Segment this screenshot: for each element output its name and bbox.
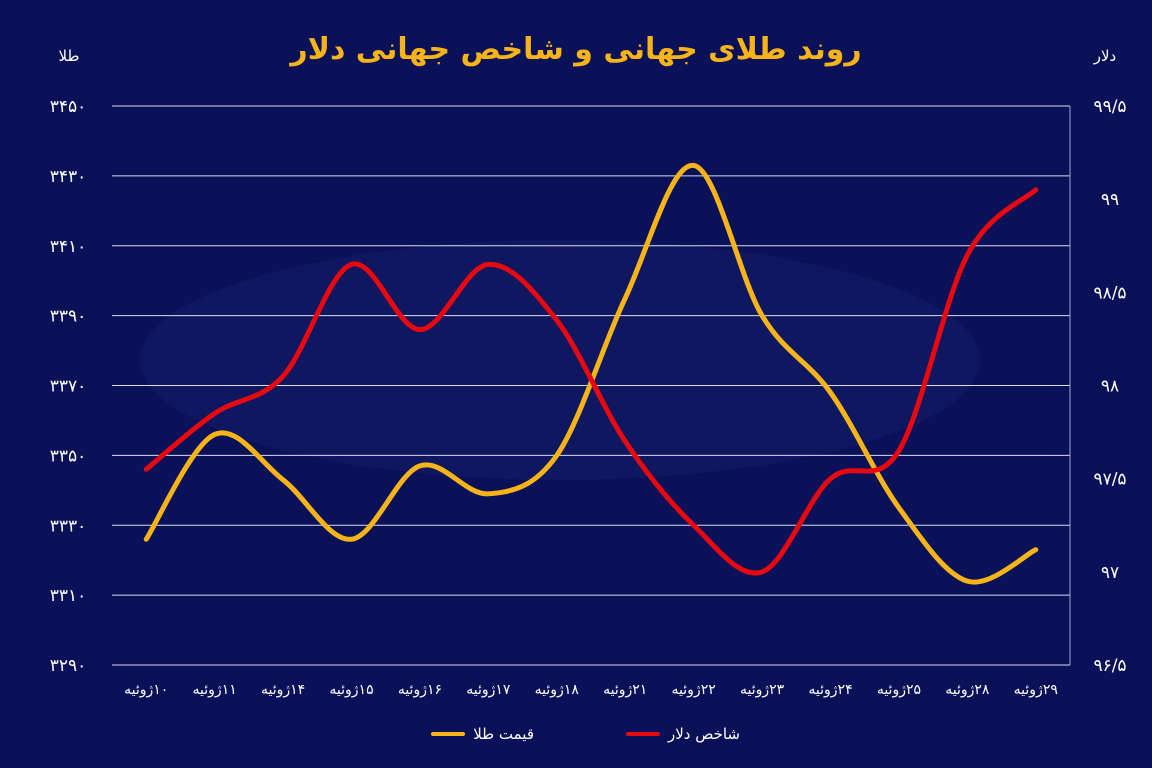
right-tick-label: ۹۷/۵ (1093, 470, 1126, 490)
x-tick-label: ۱۴ژوئیه (261, 682, 305, 698)
left-tick-label: ۳۴۳۰ (50, 167, 87, 187)
left-tick-label: ۳۲۹۰ (50, 656, 87, 676)
x-tick-label: ۱۵ژوئیه (329, 682, 373, 698)
legend-item-dollar: شاخص دلار (620, 722, 740, 746)
legend-swatch-gold (431, 732, 466, 736)
right-tick-label: ۹۶/۵ (1093, 656, 1126, 676)
x-tick-label: ۲۹ژوئیه (1014, 682, 1058, 698)
series-line-gold (143, 162, 1039, 585)
right-axis-unit-label: دلار (1093, 47, 1117, 65)
x-tick-label: ۲۳ژوئیه (740, 682, 785, 698)
left-tick-label: ۳۳۵۰ (50, 446, 87, 466)
x-tick-label: ۱۰ژوئیه (124, 682, 168, 698)
x-tick-label: ۲۵ژوئیه (877, 682, 921, 698)
x-tick-label: ۱۱ژوئیه (193, 682, 237, 698)
x-tick-label: ۲۴ژوئیه (808, 682, 852, 698)
right-tick-label: ۹۹/۵ (1093, 97, 1126, 117)
x-tick-label: ۱۶ژوئیه (398, 682, 442, 698)
x-tick-label: ۲۲ژوئیه (672, 682, 716, 698)
right-tick-label: ۹۷ (1101, 563, 1119, 583)
chart-title: روند طلای جهانی و شاخص جهانی دلار (290, 32, 862, 67)
watermark-shape (140, 240, 980, 480)
series-line-dollar (143, 187, 1039, 576)
left-tick-label: ۳۳۹۰ (50, 307, 87, 327)
left-tick-label: ۳۴۵۰ (50, 97, 87, 117)
legend-label-dollar: شاخص دلار (667, 725, 740, 743)
left-tick-label: ۳۳۷۰ (50, 377, 87, 397)
right-tick-label: ۹۸/۵ (1093, 283, 1126, 303)
x-tick-label: ۱۸ژوئیه (535, 682, 580, 698)
x-tick-label: ۲۸ژوئیه (945, 682, 990, 698)
legend-label-gold: قیمت طلا (473, 725, 534, 743)
legend-swatch-dollar (625, 732, 660, 736)
right-tick-label: ۹۸ (1101, 377, 1119, 397)
left-tick-label: ۳۴۱۰ (50, 237, 87, 257)
left-tick-label: ۳۳۱۰ (50, 586, 87, 606)
x-tick-label: ۲۱ژوئیه (603, 682, 647, 698)
legend-item-gold: قیمت طلا (424, 722, 534, 746)
x-tick-label: ۱۷ژوئیه (466, 682, 511, 698)
left-axis-unit-label: طلا (58, 47, 80, 65)
right-tick-label: ۹۹ (1101, 190, 1119, 210)
left-tick-label: ۳۳۳۰ (50, 516, 87, 536)
